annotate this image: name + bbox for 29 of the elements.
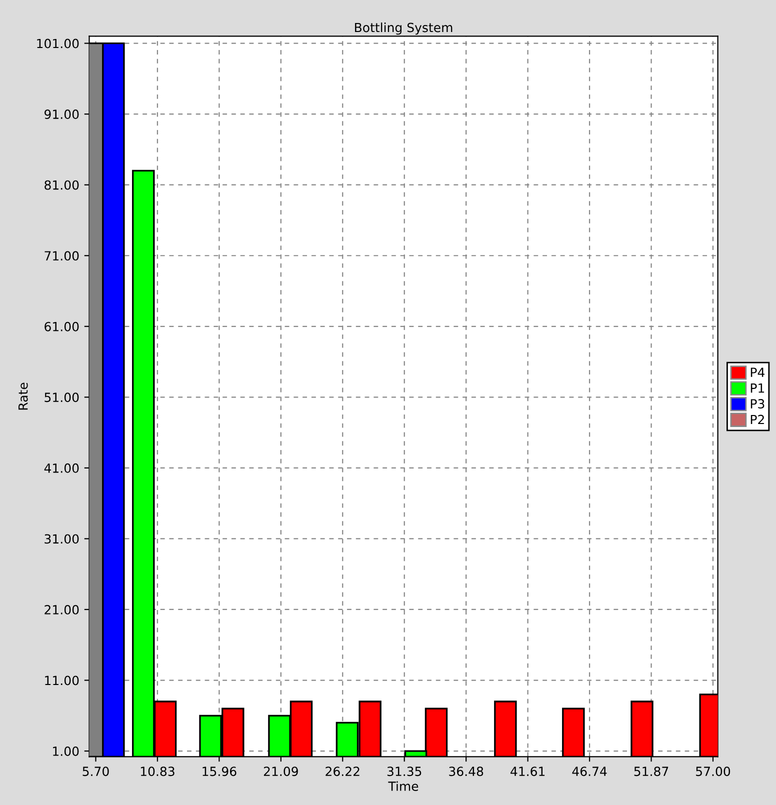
legend-label: P4: [750, 368, 764, 377]
x-tick-label: 46.74: [572, 766, 607, 776]
x-tick-label: 57.00: [696, 766, 730, 776]
x-tick-label: 21.09: [264, 766, 298, 776]
x-tick-label: 15.96: [202, 766, 236, 776]
y-tick-label: 21.00: [44, 604, 79, 614]
y-tick-label: 41.00: [44, 463, 79, 473]
legend-label: P2: [750, 414, 764, 424]
y-tick-label: 71.00: [44, 251, 79, 261]
x-tick-label: 10.83: [140, 766, 174, 776]
y-tick-label: 11.00: [45, 676, 79, 686]
x-axis-title: Time: [388, 781, 418, 791]
chart-title: Bottling System: [355, 22, 452, 35]
x-tick-label: 5.70: [82, 766, 109, 776]
x-tick-label: 26.22: [326, 766, 360, 776]
y-axis-title: Rate: [18, 382, 28, 410]
y-tick-label: 31.00: [44, 534, 79, 544]
y-tick-label: 91.00: [44, 110, 79, 120]
y-tick-label: 81.00: [44, 180, 79, 190]
y-tick-label: 61.00: [44, 322, 79, 332]
x-tick-label: 31.35: [387, 766, 422, 776]
y-tick-label: 101.00: [37, 38, 79, 48]
legend-label: P1: [750, 384, 764, 393]
legend-label: P3: [750, 399, 764, 409]
x-tick-label: 41.61: [510, 766, 545, 776]
y-tick-label: 1.00: [53, 746, 79, 756]
x-tick-label: 36.48: [449, 766, 484, 776]
y-tick-label: 51.00: [44, 392, 79, 402]
x-tick-label: 51.87: [634, 766, 668, 776]
